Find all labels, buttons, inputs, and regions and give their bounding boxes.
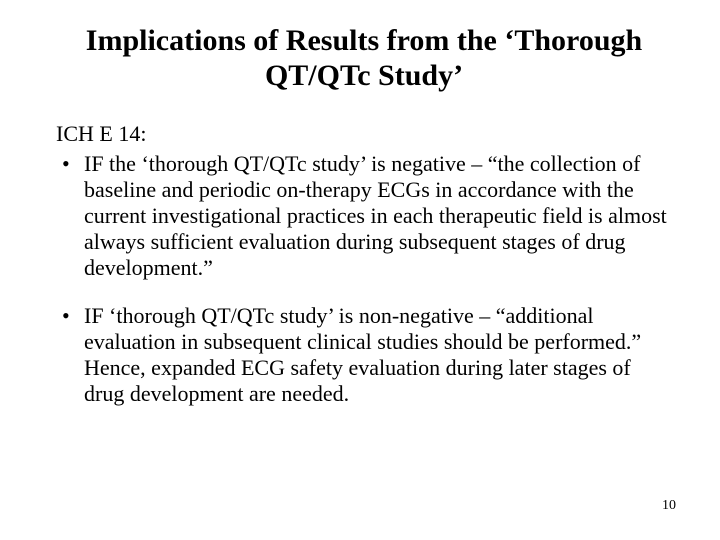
slide: Implications of Results from the ‘Thorou… (0, 0, 720, 540)
bullet-item: IF the ‘thorough QT/QTc study’ is negati… (56, 151, 672, 281)
bullet-list: IF the ‘thorough QT/QTc study’ is negati… (56, 151, 672, 407)
slide-title: Implications of Results from the ‘Thorou… (56, 24, 672, 93)
intro-line: ICH E 14: (56, 121, 672, 147)
page-number: 10 (662, 498, 676, 514)
bullet-item: IF ‘thorough QT/QTc study’ is non-negati… (56, 303, 672, 407)
